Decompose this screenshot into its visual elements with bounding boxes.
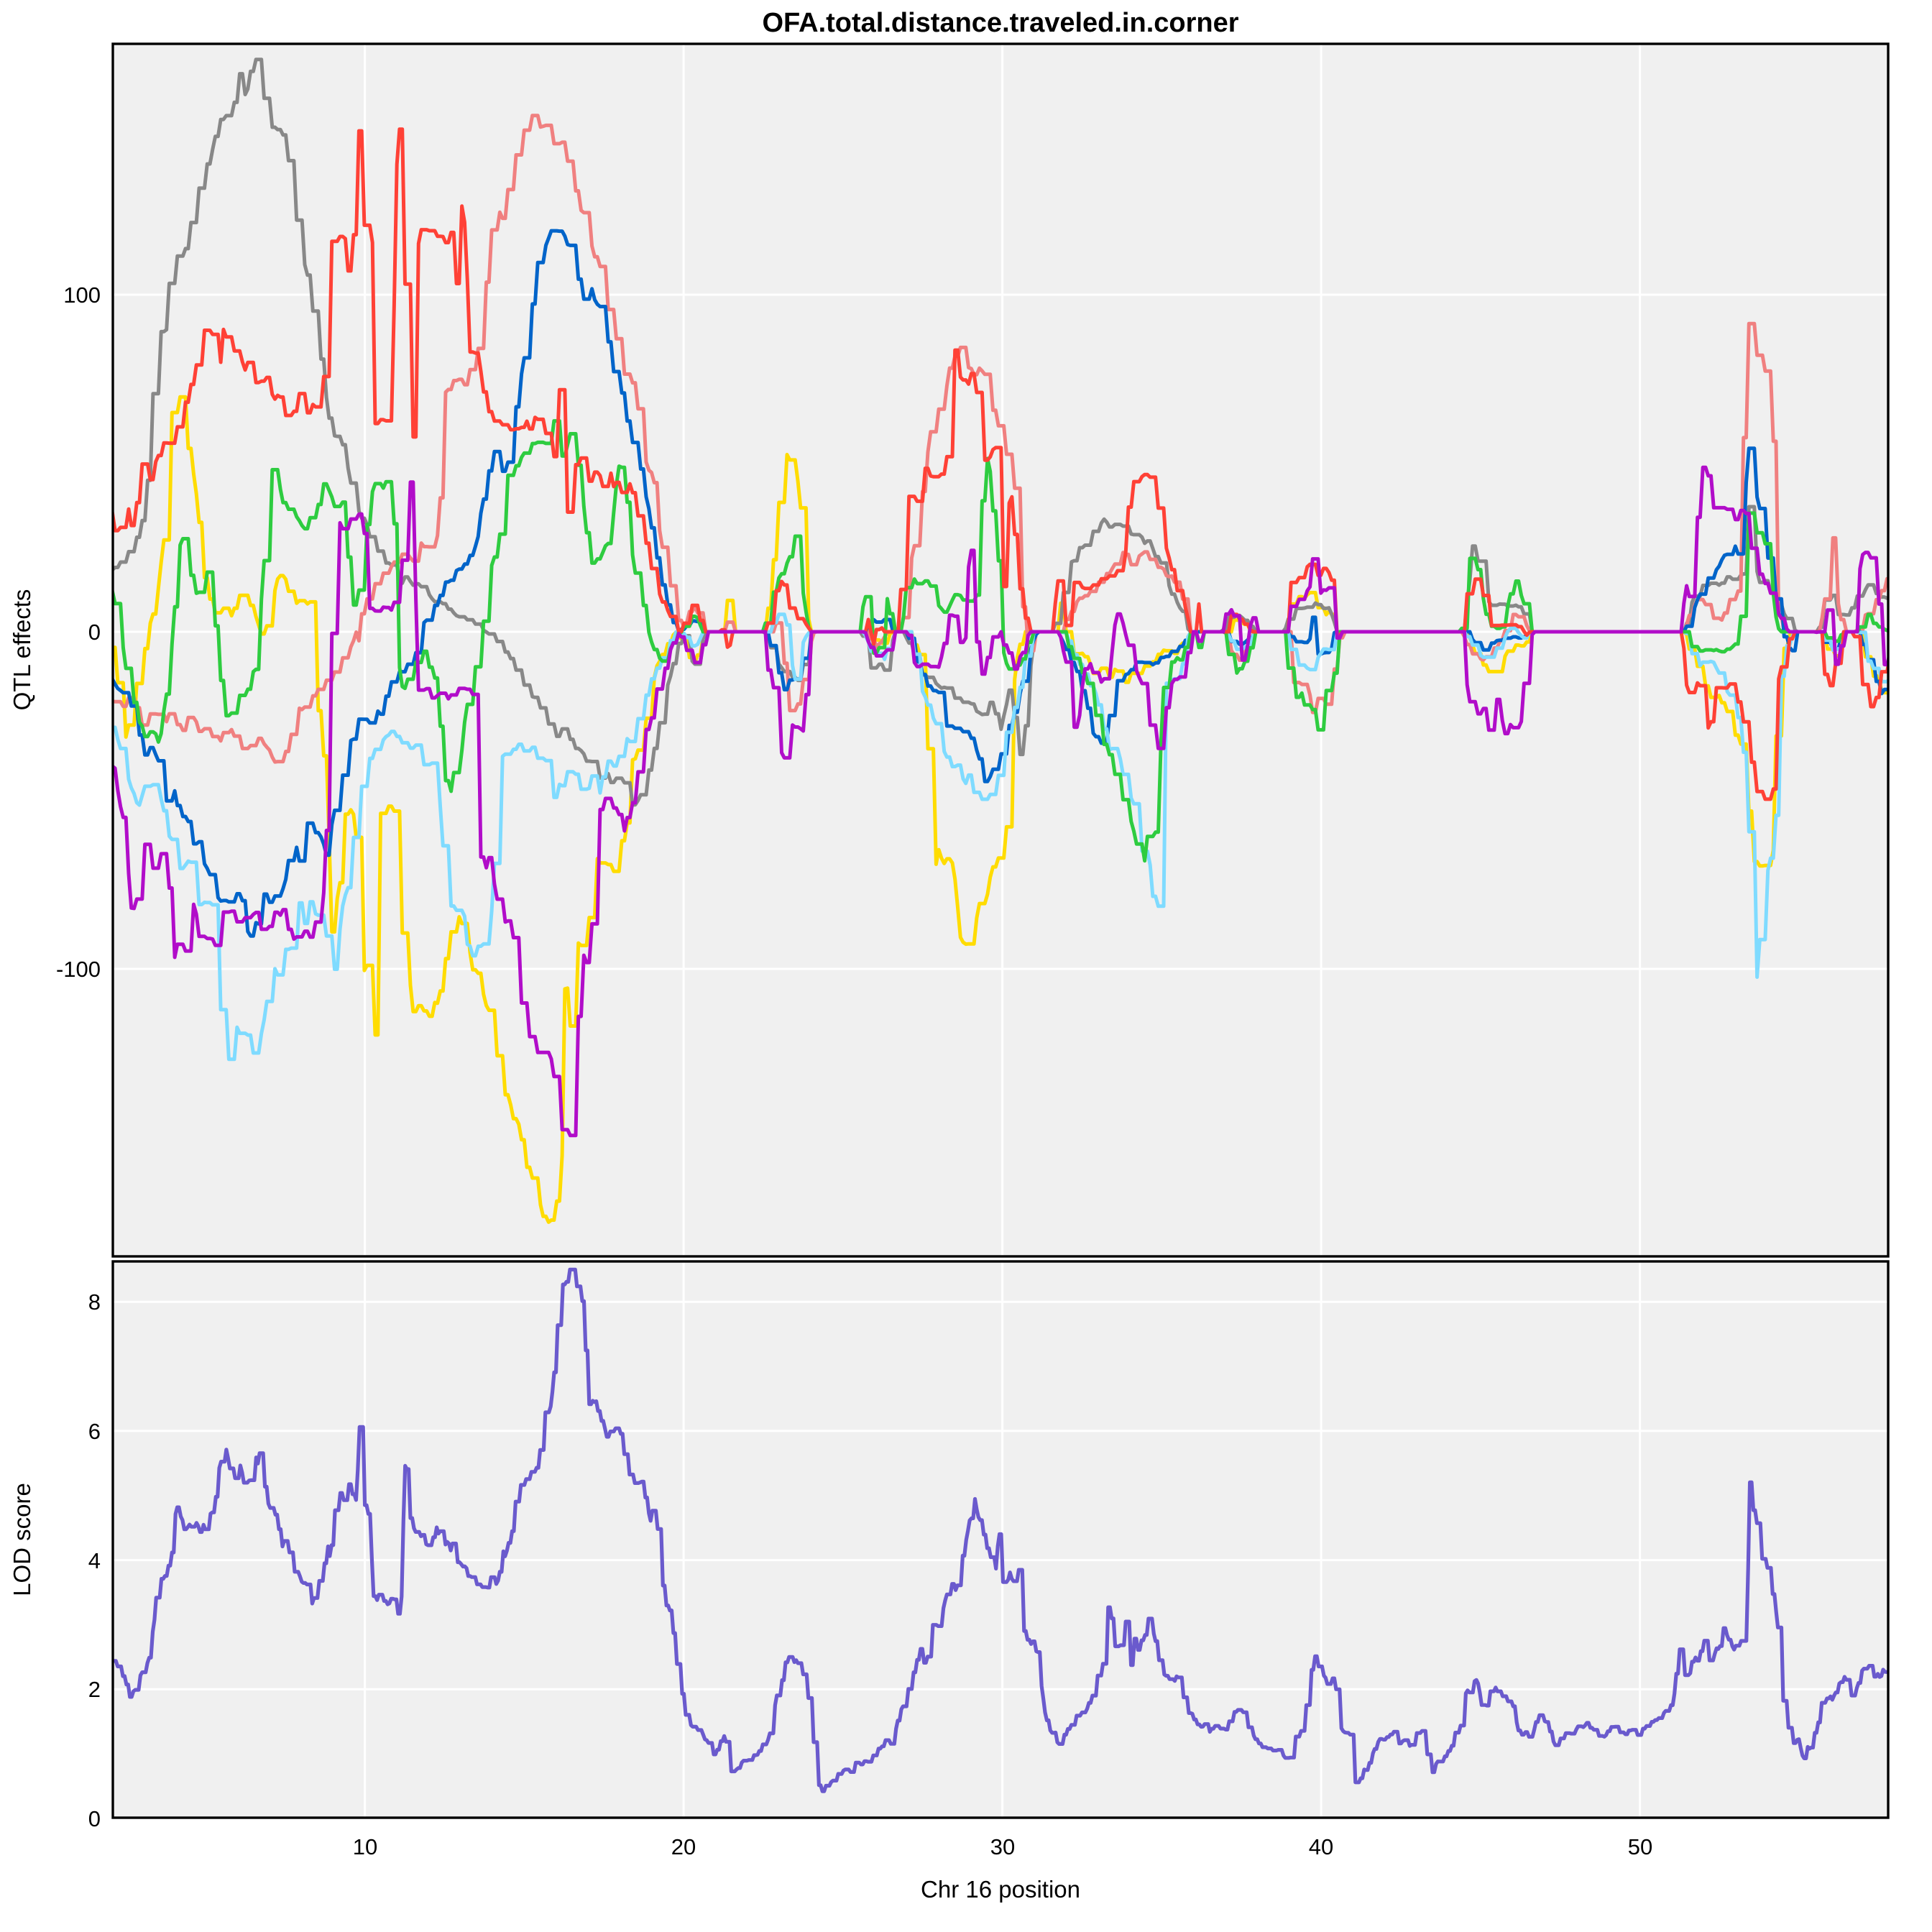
svg-text:50: 50 [1628, 1834, 1652, 1859]
svg-text:0: 0 [88, 1806, 101, 1831]
svg-text:0: 0 [88, 620, 101, 645]
svg-text:100: 100 [63, 282, 101, 308]
svg-text:-100: -100 [56, 957, 101, 982]
svg-text:20: 20 [671, 1834, 696, 1859]
svg-text:Chr 16 position: Chr 16 position [921, 1876, 1080, 1903]
svg-text:LOD score: LOD score [9, 1483, 35, 1596]
svg-text:6: 6 [88, 1419, 101, 1444]
svg-text:30: 30 [990, 1834, 1015, 1859]
svg-text:QTL effects: QTL effects [9, 589, 35, 711]
svg-text:2: 2 [88, 1677, 101, 1702]
svg-text:10: 10 [353, 1834, 377, 1859]
svg-text:8: 8 [88, 1289, 101, 1315]
svg-text:OFA.total.distance.traveled.in: OFA.total.distance.traveled.in.corner [762, 8, 1238, 38]
svg-text:4: 4 [88, 1548, 101, 1573]
svg-text:40: 40 [1309, 1834, 1333, 1859]
